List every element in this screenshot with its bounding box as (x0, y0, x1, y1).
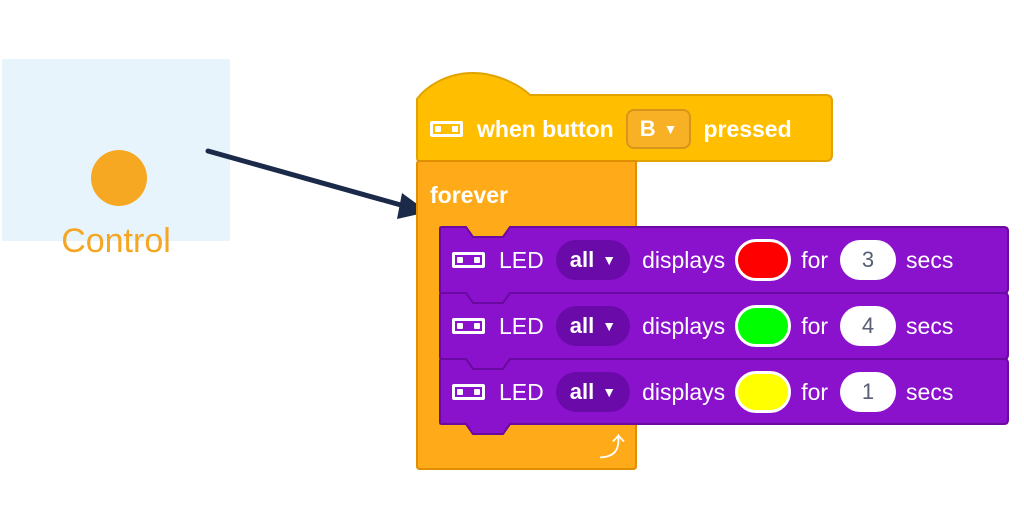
category-color-dot (91, 150, 147, 206)
led-block-3[interactable]: LED all ▼ displays for 1 secs (452, 370, 953, 414)
color-swatch-yellow[interactable] (735, 371, 792, 413)
led-target-value: all (569, 379, 595, 404)
led-matrix-icon (452, 384, 485, 400)
color-swatch-red[interactable] (735, 239, 792, 281)
chevron-down-icon: ▼ (602, 318, 617, 334)
led-matrix-icon (430, 121, 463, 137)
led-label: LED (499, 378, 544, 405)
led-verb: displays (642, 246, 726, 273)
unit-label: secs (906, 378, 954, 405)
duration-input[interactable]: 4 (840, 306, 897, 346)
led-label: LED (499, 246, 544, 273)
led-matrix-icon (452, 252, 485, 268)
led-verb: displays (642, 378, 726, 405)
duration-input[interactable]: 3 (840, 240, 897, 280)
forever-label: forever (430, 181, 508, 208)
hat-block[interactable]: when button B ▼ pressed (430, 107, 792, 151)
led-target-value: all (569, 313, 595, 338)
button-dropdown[interactable]: B ▼ (625, 109, 692, 149)
chevron-down-icon: ▼ (602, 252, 617, 268)
unit-label: secs (906, 246, 954, 273)
category-label: Control (61, 222, 171, 260)
chevron-down-icon: ▼ (602, 384, 617, 400)
category-control[interactable]: Control (2, 59, 230, 260)
led-block-2[interactable]: LED all ▼ displays for 4 secs (452, 304, 953, 348)
forever-block[interactable]: forever (430, 173, 508, 217)
led-target-dropdown[interactable]: all ▼ (555, 306, 631, 346)
hat-text-before: when button (477, 115, 614, 142)
chevron-down-icon: ▼ (663, 121, 678, 137)
hat-text-after: pressed (703, 115, 792, 142)
led-target-dropdown[interactable]: all ▼ (555, 240, 631, 280)
duration-input[interactable]: 1 (840, 372, 897, 412)
color-swatch-green[interactable] (735, 305, 792, 347)
for-label: for (801, 378, 829, 405)
led-verb: displays (642, 312, 726, 339)
button-dropdown-value: B (639, 116, 656, 141)
unit-label: secs (906, 312, 954, 339)
loop-arrow-icon: ⤴ (598, 432, 625, 462)
led-label: LED (499, 312, 544, 339)
led-target-value: all (569, 247, 595, 272)
for-label: for (801, 246, 829, 273)
led-target-dropdown[interactable]: all ▼ (555, 372, 631, 412)
led-block-1[interactable]: LED all ▼ displays for 3 secs (452, 238, 953, 282)
for-label: for (801, 312, 829, 339)
led-matrix-icon (452, 318, 485, 334)
